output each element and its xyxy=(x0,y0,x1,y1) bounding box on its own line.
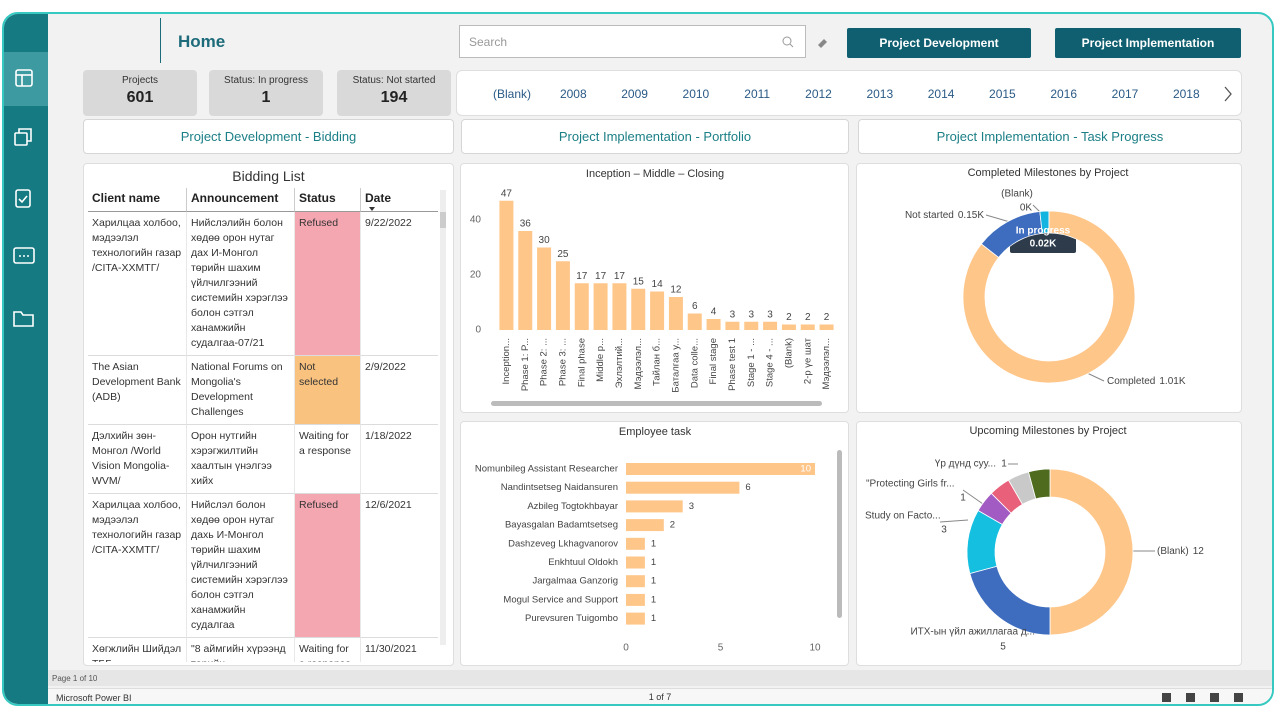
table-cell: "8 аймгийн хүрээнд төрийн байгууллагаас … xyxy=(186,638,294,662)
search-icons xyxy=(782,36,827,48)
table-cell: 2/9/2022 xyxy=(360,356,438,425)
year-option[interactable]: 2018 xyxy=(1172,87,1200,101)
table-cell: Waiting for a response xyxy=(294,638,360,662)
sidebar-active xyxy=(4,52,48,106)
table-cell: Waiting for a response xyxy=(294,425,360,494)
kpi-card: Projects 601 xyxy=(83,70,197,116)
search-box[interactable] xyxy=(459,25,806,58)
year-option[interactable]: (Blank) xyxy=(492,87,531,101)
page-bar xyxy=(48,670,1272,686)
year-option[interactable]: 2015 xyxy=(989,87,1016,101)
table-cell: Нийслэл болон хөдөө орон нутаг дахь И-Мо… xyxy=(186,494,294,638)
nav-button[interactable]: Project Implementation xyxy=(1055,28,1241,58)
kpi-label: Status: In progress xyxy=(224,75,308,86)
year-slicer xyxy=(456,70,1242,116)
header-divider xyxy=(160,18,161,63)
slicer-next[interactable] xyxy=(1220,84,1236,104)
table-cell: Refused xyxy=(294,212,360,356)
table-cell: Refused xyxy=(294,494,360,638)
icon-pages[interactable] xyxy=(14,132,28,146)
year-option[interactable]: 2016 xyxy=(1050,87,1078,101)
page-title: Home xyxy=(178,32,226,51)
kpi-value: 194 xyxy=(380,89,408,106)
completed-card xyxy=(856,163,1242,413)
year-option[interactable]: 2011 xyxy=(744,87,771,101)
bidding-card xyxy=(83,163,454,666)
kpi-card: Status: Not started 194 xyxy=(337,70,451,116)
scroll-thumb[interactable] xyxy=(440,212,446,228)
phase-card xyxy=(460,163,849,413)
employee-card xyxy=(460,421,849,666)
pager[interactable]: 1 of 7 xyxy=(648,692,672,702)
year-option[interactable]: 2010 xyxy=(682,87,710,101)
year-option[interactable]: 2008 xyxy=(559,87,587,101)
upcoming-card xyxy=(856,421,1242,666)
table-cell: 12/6/2021 xyxy=(360,494,438,638)
kpi-value: 601 xyxy=(126,89,154,106)
tab[interactable]: Project Implementation - Task Progress xyxy=(858,119,1242,154)
kpi-card: Status: In progress 1 xyxy=(209,70,323,116)
kpi-label: Projects xyxy=(121,75,159,86)
status-bar xyxy=(48,688,1272,704)
column-header[interactable]: Date xyxy=(360,188,438,212)
nav-button[interactable]: Project Development xyxy=(847,28,1031,58)
tab[interactable]: Project Implementation - Portfolio xyxy=(461,119,849,154)
table-cell: Дэлхийн зөн-Монгол /World Vision Mongoli… xyxy=(88,425,186,494)
table-cell: Харилцаа холбоо, мэдээлэл технологийн га… xyxy=(88,494,186,638)
table-title: Bidding List xyxy=(232,168,305,184)
year-option[interactable]: 2014 xyxy=(927,87,955,101)
page-indicator: Page 1 of 10 xyxy=(52,674,98,683)
icon-folder[interactable] xyxy=(13,311,34,327)
icon-clipboard[interactable] xyxy=(15,189,31,208)
year-option[interactable]: 2012 xyxy=(805,87,832,101)
table-cell: Харилцаа холбоо, мэдээлэл технологийн га… xyxy=(88,212,186,356)
table-cell: National Forums on Mongolia's Developmen… xyxy=(186,356,294,425)
icon-dots[interactable] xyxy=(13,247,35,264)
table-cell: Орон нутгийн хэрэгжилтийн хаалтын үнэлгэ… xyxy=(186,425,294,494)
column-header[interactable]: Announcement xyxy=(186,188,294,212)
table-cell: 11/30/2021 xyxy=(360,638,438,662)
table-cell: The Asian Development Bank (ADB) xyxy=(88,356,186,425)
table-cell: Not selected xyxy=(294,356,360,425)
table-cell: 9/22/2022 xyxy=(360,212,438,356)
eraser[interactable] xyxy=(818,39,827,48)
table-cell: Хөгжлийн Шийдэл ТББ xyxy=(88,638,186,662)
column-header[interactable]: Status xyxy=(294,188,360,212)
sort-arrow xyxy=(369,207,375,211)
year-option[interactable]: 2013 xyxy=(866,87,894,101)
icon-table[interactable] xyxy=(15,69,33,87)
table-cell: 1/18/2022 xyxy=(360,425,438,494)
search-placeholder: Search xyxy=(469,35,508,49)
app-name: Microsoft Power BI xyxy=(56,693,132,703)
year-option[interactable]: 2017 xyxy=(1111,87,1139,101)
table-cell: Нийслэлийн болон хөдөө орон нутаг дах И-… xyxy=(186,212,294,356)
magnifier xyxy=(782,36,792,46)
sidebar-icons xyxy=(13,69,35,327)
bidding-table: Client name Announcement Status Date Харилца… xyxy=(88,188,438,662)
table-scrollbar[interactable] xyxy=(440,190,446,645)
year-option[interactable]: 2009 xyxy=(621,87,648,101)
column-header[interactable]: Client name xyxy=(88,188,186,212)
tab[interactable]: Project Development - Bidding xyxy=(83,119,454,154)
kpi-value: 1 xyxy=(261,89,271,106)
kpi-label: Status: Not started xyxy=(352,75,436,86)
